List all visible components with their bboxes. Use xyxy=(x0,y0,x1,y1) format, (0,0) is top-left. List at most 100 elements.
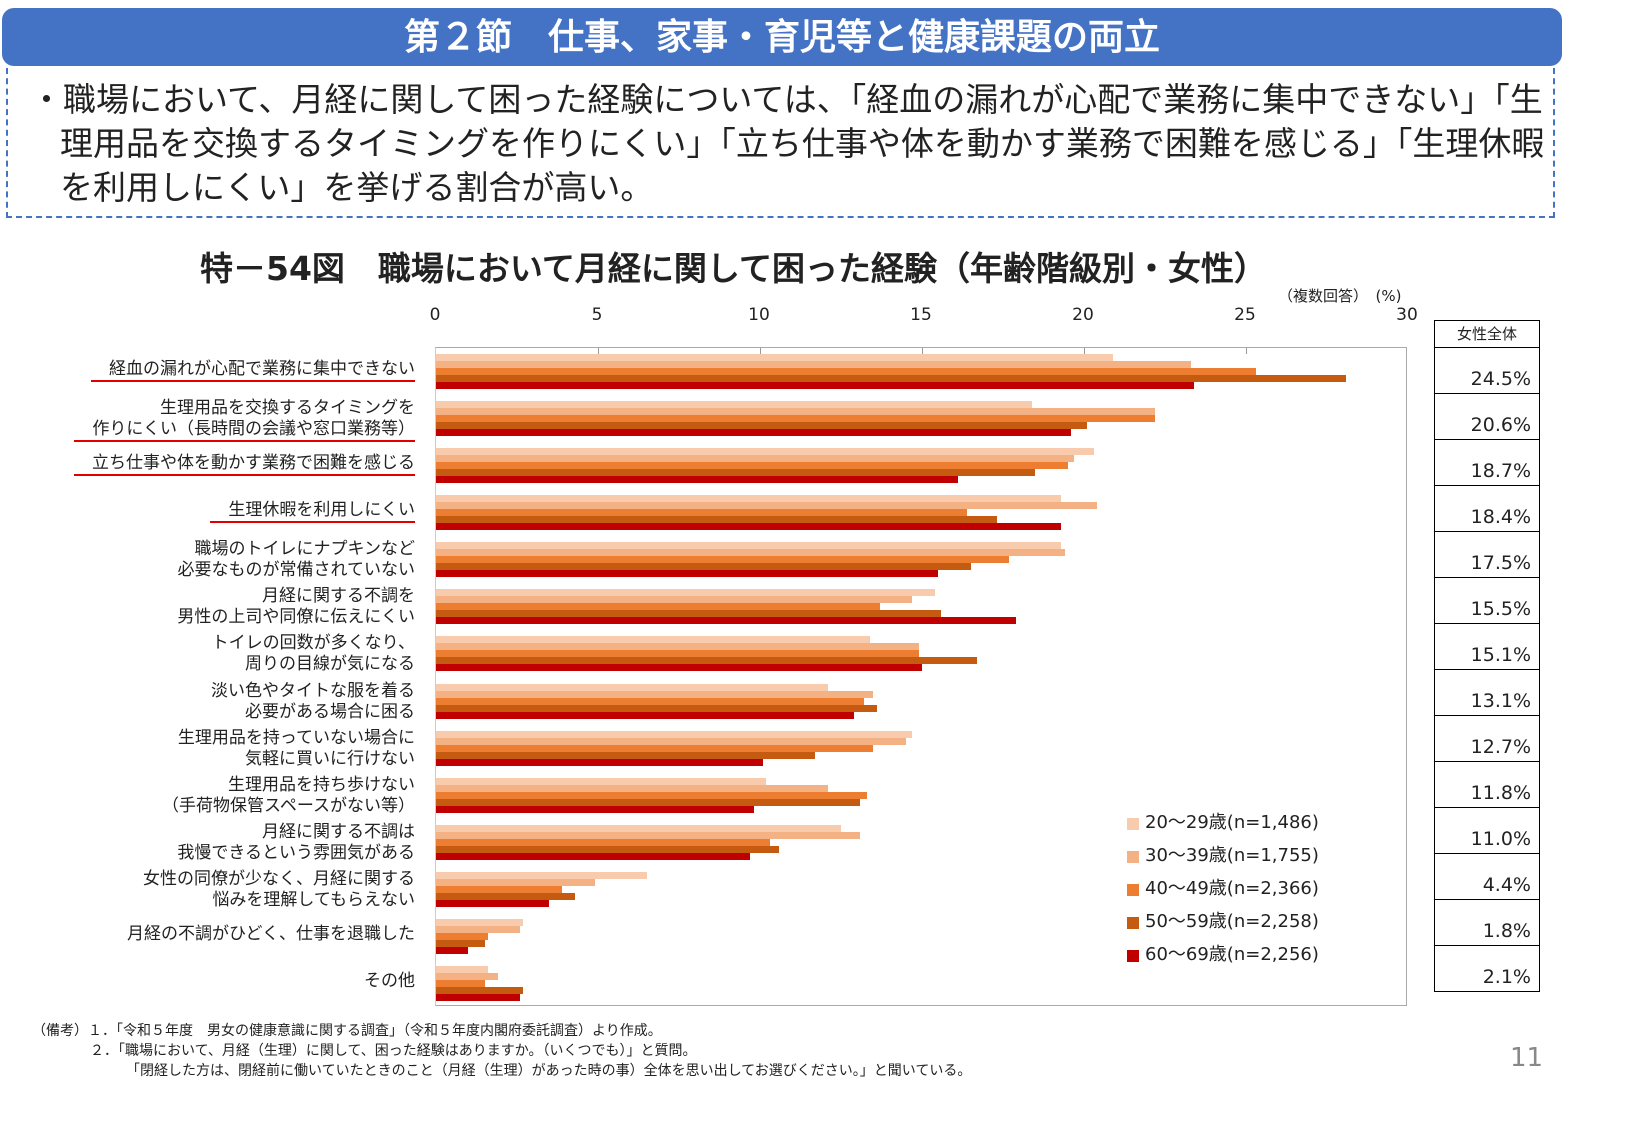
bar xyxy=(436,878,595,886)
bar xyxy=(436,617,1016,625)
bar xyxy=(436,751,816,759)
bar xyxy=(436,824,841,832)
bar xyxy=(436,415,1156,423)
category-label: 経血の漏れが心配で業務に集中できない xyxy=(91,359,415,382)
legend-swatch xyxy=(1127,950,1139,962)
bar xyxy=(436,502,1097,510)
bar xyxy=(436,683,829,691)
plot-area xyxy=(435,347,1407,1006)
chart-title: 特－54図 職場において月経に関して困った経験（年齢階級別・女性） xyxy=(200,249,1267,288)
bar xyxy=(436,570,939,578)
bar xyxy=(436,643,919,651)
bar xyxy=(436,422,1088,430)
bar xyxy=(436,979,485,987)
total-value: 18.4% xyxy=(1434,486,1540,532)
legend-swatch xyxy=(1127,917,1139,929)
bar xyxy=(436,563,971,571)
total-value: 1.8% xyxy=(1434,900,1540,946)
x-tick-label: 25 xyxy=(1234,305,1256,325)
bar xyxy=(436,730,913,738)
total-value: 20.6% xyxy=(1434,394,1540,440)
total-value: 18.7% xyxy=(1434,440,1540,486)
bar xyxy=(436,932,488,940)
total-value: 24.5% xyxy=(1434,348,1540,394)
category-label: 職場のトイレにナプキンなど 必要なものが常備されていない xyxy=(177,539,416,581)
bar xyxy=(436,469,1036,477)
bar xyxy=(436,791,867,799)
summary-text: ・職場において、月経に関して困った経験については、「経血の漏れが心配で業務に集中… xyxy=(30,80,1545,207)
bar xyxy=(436,636,871,644)
gridline-tick xyxy=(922,348,923,354)
category-label: 女性の同僚が少なく、月経に関する 悩みを理解してもらえない xyxy=(143,868,415,910)
footnote-2: ２．「職場において、月経（生理）に関して、困った経験はありますか。（いくつでも）… xyxy=(90,1043,697,1059)
gridline-tick xyxy=(1246,348,1247,354)
total-value: 15.1% xyxy=(1434,624,1540,670)
bar xyxy=(436,690,874,698)
bar xyxy=(436,462,1068,470)
bar xyxy=(436,777,767,785)
bar xyxy=(436,354,1114,361)
bar xyxy=(436,758,764,766)
legend-swatch xyxy=(1127,851,1139,863)
legend-label: 40～49歳(n=2,366) xyxy=(1145,878,1319,899)
section-header: 第２節 仕事、家事・育児等と健康課題の両立 xyxy=(2,8,1562,66)
bar xyxy=(436,892,576,900)
bar xyxy=(436,476,958,484)
legend-label: 60～69歳(n=2,256) xyxy=(1145,944,1319,965)
bar xyxy=(436,429,1072,437)
bar xyxy=(436,610,942,618)
gridline-tick xyxy=(760,348,761,354)
bar xyxy=(436,382,1195,389)
bar xyxy=(436,899,550,907)
total-value: 4.4% xyxy=(1434,854,1540,900)
bar xyxy=(436,516,997,524)
x-tick-label: 10 xyxy=(748,305,770,325)
total-header: 女性全体 xyxy=(1434,320,1540,348)
legend-item: 40～49歳(n=2,366) xyxy=(1127,874,1319,900)
footnote-1: （備考）１．「令和５年度 男女の健康意識に関する調査」（令和５年度内閣府委託調査… xyxy=(32,1023,662,1039)
x-tick-label: 0 xyxy=(429,305,441,325)
total-value: 15.5% xyxy=(1434,578,1540,624)
bar xyxy=(436,408,1156,416)
page-number: 11 xyxy=(1510,1043,1544,1073)
bar xyxy=(436,993,521,1001)
bar xyxy=(436,925,521,933)
chart-note: （複数回答） (%) xyxy=(1278,287,1402,305)
bar xyxy=(436,549,1065,557)
legend-item: 20～29歳(n=1,486) xyxy=(1127,808,1319,834)
bar xyxy=(436,596,913,604)
legend-swatch xyxy=(1127,884,1139,896)
bar xyxy=(436,401,1033,409)
bar xyxy=(436,711,854,719)
bar xyxy=(436,697,864,705)
bar xyxy=(436,852,751,860)
bar xyxy=(436,744,874,752)
bar xyxy=(436,455,1075,463)
bar xyxy=(436,946,469,954)
bar xyxy=(436,495,1062,503)
bar xyxy=(436,375,1347,382)
total-value: 17.5% xyxy=(1434,532,1540,578)
bar xyxy=(436,650,919,658)
bar xyxy=(436,542,1062,550)
category-label: トイレの回数が多くなり、 周りの目線が気になる xyxy=(211,633,415,675)
bar xyxy=(436,972,498,980)
bar xyxy=(436,965,488,973)
legend-label: 20～29歳(n=1,486) xyxy=(1145,812,1319,833)
bar xyxy=(436,805,754,813)
category-label: 生理用品を交換するタイミングを 作りにくい（長時間の会議や窓口業務等） xyxy=(74,398,415,443)
bar xyxy=(436,885,563,893)
total-value: 13.1% xyxy=(1434,670,1540,716)
footnote-3: 「閉経した方は、閉経前に働いていたときのこと（月経（生理）があった時の事）全体を… xyxy=(126,1063,972,1079)
bar xyxy=(436,361,1191,368)
bar xyxy=(436,871,647,879)
category-label: 淡い色やタイトな服を着る 必要がある場合に困る xyxy=(211,680,415,722)
bar xyxy=(436,737,906,745)
bar xyxy=(436,831,861,839)
total-value: 11.8% xyxy=(1434,762,1540,808)
bar xyxy=(436,657,978,665)
bar xyxy=(436,368,1256,375)
legend-item: 30～39歳(n=1,755) xyxy=(1127,841,1319,867)
bar xyxy=(436,986,524,994)
category-label: 月経に関する不調は 我慢できるという雰囲気がある xyxy=(177,821,415,863)
